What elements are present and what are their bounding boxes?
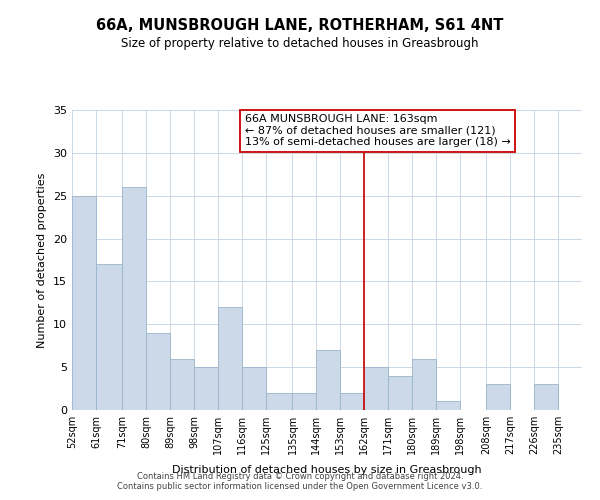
- Bar: [72, 196, 96, 410]
- Bar: [340, 393, 364, 410]
- Bar: [436, 402, 460, 410]
- Bar: [96, 264, 122, 410]
- Bar: [316, 350, 340, 410]
- Bar: [242, 367, 266, 410]
- Bar: [364, 367, 388, 410]
- Bar: [388, 376, 412, 410]
- Bar: [194, 367, 218, 410]
- Bar: [412, 358, 436, 410]
- Y-axis label: Number of detached properties: Number of detached properties: [37, 172, 47, 348]
- Bar: [487, 384, 510, 410]
- Bar: [534, 384, 558, 410]
- Text: Contains HM Land Registry data © Crown copyright and database right 2024.: Contains HM Land Registry data © Crown c…: [137, 472, 463, 481]
- Bar: [292, 393, 316, 410]
- Bar: [146, 333, 170, 410]
- Bar: [218, 307, 242, 410]
- Bar: [170, 358, 194, 410]
- Text: 66A, MUNSBROUGH LANE, ROTHERHAM, S61 4NT: 66A, MUNSBROUGH LANE, ROTHERHAM, S61 4NT: [97, 18, 503, 32]
- Text: Contains public sector information licensed under the Open Government Licence v3: Contains public sector information licen…: [118, 482, 482, 491]
- Text: Size of property relative to detached houses in Greasbrough: Size of property relative to detached ho…: [121, 38, 479, 51]
- Text: 66A MUNSBROUGH LANE: 163sqm
← 87% of detached houses are smaller (121)
13% of se: 66A MUNSBROUGH LANE: 163sqm ← 87% of det…: [245, 114, 511, 148]
- X-axis label: Distribution of detached houses by size in Greasbrough: Distribution of detached houses by size …: [172, 466, 482, 475]
- Bar: [266, 393, 292, 410]
- Bar: [122, 187, 146, 410]
